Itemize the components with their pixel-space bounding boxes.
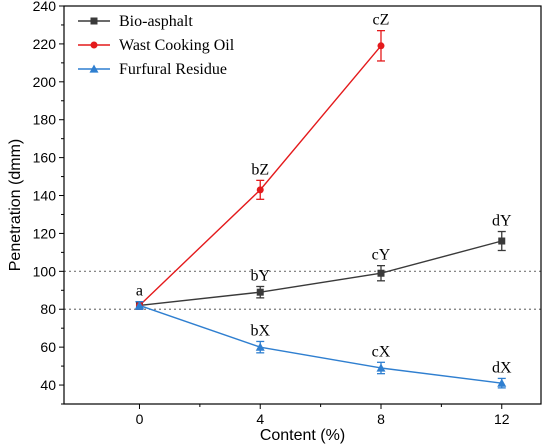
y-tick-label: 220 xyxy=(33,36,57,52)
data-point xyxy=(377,42,385,50)
x-axis-label: Content (%) xyxy=(260,427,345,444)
data-point xyxy=(376,363,386,372)
data-point xyxy=(90,17,98,25)
legend: Bio-asphalt Wast Cooking Oil Furfural Resi… xyxy=(78,13,235,78)
legend-item: Bio-asphalt xyxy=(78,13,193,30)
legend-item: Wast Cooking Oil xyxy=(78,37,235,54)
series-furfural-residue: bX cX dX xyxy=(134,300,512,389)
data-point xyxy=(377,269,385,277)
data-point xyxy=(256,186,264,194)
y-tick-label: 40 xyxy=(40,377,56,393)
legend-label: Wast Cooking Oil xyxy=(119,37,235,54)
y-tick-label: 80 xyxy=(40,301,56,317)
data-point xyxy=(498,237,506,245)
legend-item: Furfural Residue xyxy=(78,61,227,78)
data-point xyxy=(89,64,99,73)
y-tick-label: 120 xyxy=(33,225,57,241)
legend-label: Bio-asphalt xyxy=(119,13,193,30)
significance-label: bX xyxy=(250,322,270,339)
significance-label: a xyxy=(136,283,143,300)
y-tick-label: 240 xyxy=(33,0,57,14)
data-point xyxy=(255,342,265,351)
y-tick-label: 60 xyxy=(40,339,56,355)
axes: 40 60 80 100 120 140 160 180 200 220 240 0 4 8 12 xyxy=(33,0,510,427)
y-tick-label: 180 xyxy=(33,112,57,128)
series-bio-asphalt: a bY cY dY xyxy=(135,213,512,310)
significance-label: dY xyxy=(492,213,512,230)
plot-frame xyxy=(63,5,542,405)
x-tick-label: 8 xyxy=(377,411,385,427)
significance-label: bY xyxy=(250,267,270,284)
significance-label: dX xyxy=(492,359,512,376)
data-point xyxy=(90,41,98,49)
data-point xyxy=(497,378,507,387)
series-line xyxy=(139,304,502,384)
significance-label: bZ xyxy=(251,161,269,178)
data-point xyxy=(256,288,264,296)
significance-label: cX xyxy=(372,343,391,360)
legend-label: Furfural Residue xyxy=(119,61,227,78)
y-tick-label: 100 xyxy=(33,263,57,279)
series-layer: a bY cY dY bZ cZ bX cX dX xyxy=(134,12,512,389)
y-tick-label: 140 xyxy=(33,188,57,204)
y-tick-label: 160 xyxy=(33,150,57,166)
x-tick-label: 12 xyxy=(494,411,510,427)
x-tick-label: 4 xyxy=(256,411,264,427)
x-tick-label: 0 xyxy=(136,411,144,427)
y-axis-label: Penetration (dmm) xyxy=(7,139,24,272)
significance-label: cY xyxy=(372,247,391,264)
data-point xyxy=(134,300,144,310)
series-wast-cooking-oil: bZ cZ xyxy=(135,12,389,310)
series-line xyxy=(139,240,502,307)
significance-label: cZ xyxy=(373,12,390,29)
y-tick-label: 200 xyxy=(33,74,57,90)
